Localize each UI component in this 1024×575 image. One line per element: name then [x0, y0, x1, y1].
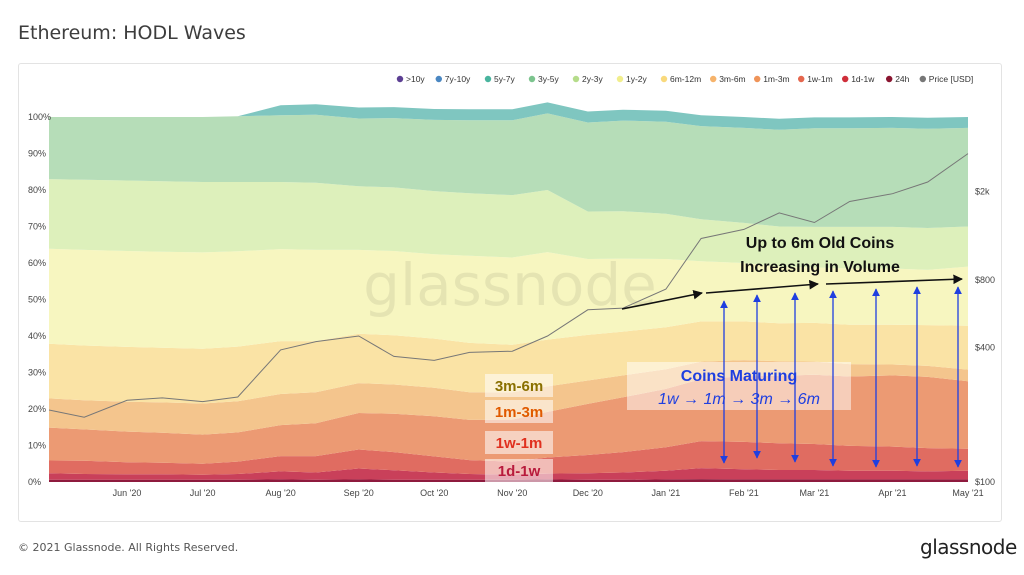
legend-marker	[528, 75, 536, 83]
y-tick-label: 0%	[28, 477, 41, 487]
legend-label: 1d-1w	[851, 74, 875, 84]
y-tick-label: 60%	[28, 258, 46, 268]
legend-label: 3y-5y	[538, 74, 560, 84]
legend-label: 6m-12m	[670, 74, 701, 84]
y-tick-label: 90%	[28, 149, 46, 159]
x-tick-label: Jan '21	[651, 488, 680, 498]
x-tick-label: Dec '20	[573, 488, 603, 498]
area-3m-6m	[49, 360, 968, 435]
footer-copyright: © 2021 Glassnode. All Rights Reserved.	[18, 541, 239, 554]
y-tick-label: 20%	[28, 404, 46, 414]
maturing-steps: 1w → 1m → 3m → 6m	[658, 391, 820, 408]
band-label: 3m-6m	[495, 378, 543, 395]
headline-line-1: Up to 6m Old Coins	[746, 235, 895, 252]
area-1w-1m	[49, 441, 968, 475]
legend-label: 5y-7y	[494, 74, 516, 84]
band-label-box	[485, 400, 553, 423]
x-tick-label: May '21	[952, 488, 983, 498]
x-tick-label: Mar '21	[800, 488, 830, 498]
legend-marker	[710, 75, 717, 83]
watermark-text: glassnode	[363, 251, 657, 319]
area-6m-12m	[49, 321, 968, 404]
legend-label: 2y-3y	[582, 74, 604, 84]
legend-marker	[484, 75, 492, 83]
x-tick-label: Jun '20	[113, 488, 142, 498]
band-label: 1d-1w	[498, 463, 541, 480]
footer-brand-logo: glassnode	[920, 535, 1017, 559]
legend-marker	[754, 75, 761, 83]
y-tick-label: 30%	[28, 368, 46, 378]
page-title: Ethereum: HODL Waves	[18, 22, 246, 44]
legend-label: 1w-1m	[807, 74, 833, 84]
band-label: 1m-3m	[495, 404, 543, 421]
legend-label: Price [USD]	[929, 74, 973, 84]
legend-label: >10y	[406, 74, 425, 84]
x-tick-label: Apr '21	[878, 488, 906, 498]
legend-label: 1y-2y	[626, 74, 648, 84]
legend-marker	[616, 75, 624, 83]
y-tick-label: 50%	[28, 295, 46, 305]
legend-marker	[842, 75, 849, 83]
y-tick-label: 100%	[28, 112, 51, 122]
area-2y-3y	[49, 179, 968, 270]
x-tick-label: Feb '21	[729, 488, 759, 498]
legend-marker	[396, 75, 404, 83]
y-tick-label: 40%	[28, 331, 46, 341]
legend: Price [USD] 24h 1d-1w 1w-1m 1m-3m 3m-6m 6m-12m…	[396, 74, 973, 84]
x-tick-label: Jul '20	[190, 488, 216, 498]
legend-marker	[435, 75, 442, 83]
x-tick-label: Oct '20	[420, 488, 448, 498]
trend-arrow	[825, 274, 963, 285]
y-tick-label: 80%	[28, 185, 46, 195]
y2-tick-label: $2k	[975, 186, 990, 196]
area-1y-2y	[49, 248, 968, 349]
y2-tick-label: $800	[975, 275, 995, 285]
x-tick-label: Aug '20	[266, 488, 296, 498]
band-label-box	[485, 374, 553, 397]
x-tick-label: Nov '20	[497, 488, 527, 498]
area-3y-5y	[49, 113, 968, 228]
legend-marker	[919, 75, 926, 83]
legend-label: 1m-3m	[763, 74, 789, 84]
trend-arrow	[705, 279, 819, 294]
band-label-box	[485, 431, 553, 454]
y-tick-label: 70%	[28, 222, 46, 232]
band-label: 1w-1m	[496, 435, 543, 452]
headline-line-2: Increasing in Volume	[740, 259, 900, 276]
legend-label: 3m-6m	[719, 74, 745, 84]
x-tick-label: Sep '20	[344, 488, 374, 498]
legend-label: 24h	[895, 74, 909, 84]
y2-tick-label: $100	[975, 477, 995, 487]
y2-tick-label: $400	[975, 342, 995, 352]
legend-marker	[886, 75, 893, 83]
y-tick-label: 10%	[28, 441, 46, 451]
trend-arrow	[621, 289, 703, 310]
band-label-box	[485, 459, 553, 482]
maturing-title: Coins Maturing	[681, 368, 797, 385]
price-line	[48, 153, 969, 418]
legend-marker	[660, 75, 668, 83]
legend-label: 7y-10y	[445, 74, 471, 84]
legend-marker	[572, 75, 580, 83]
legend-marker	[798, 75, 805, 83]
area-5y-7y	[49, 102, 968, 130]
maturing-box	[627, 362, 851, 410]
area-1d-1w	[49, 468, 968, 480]
